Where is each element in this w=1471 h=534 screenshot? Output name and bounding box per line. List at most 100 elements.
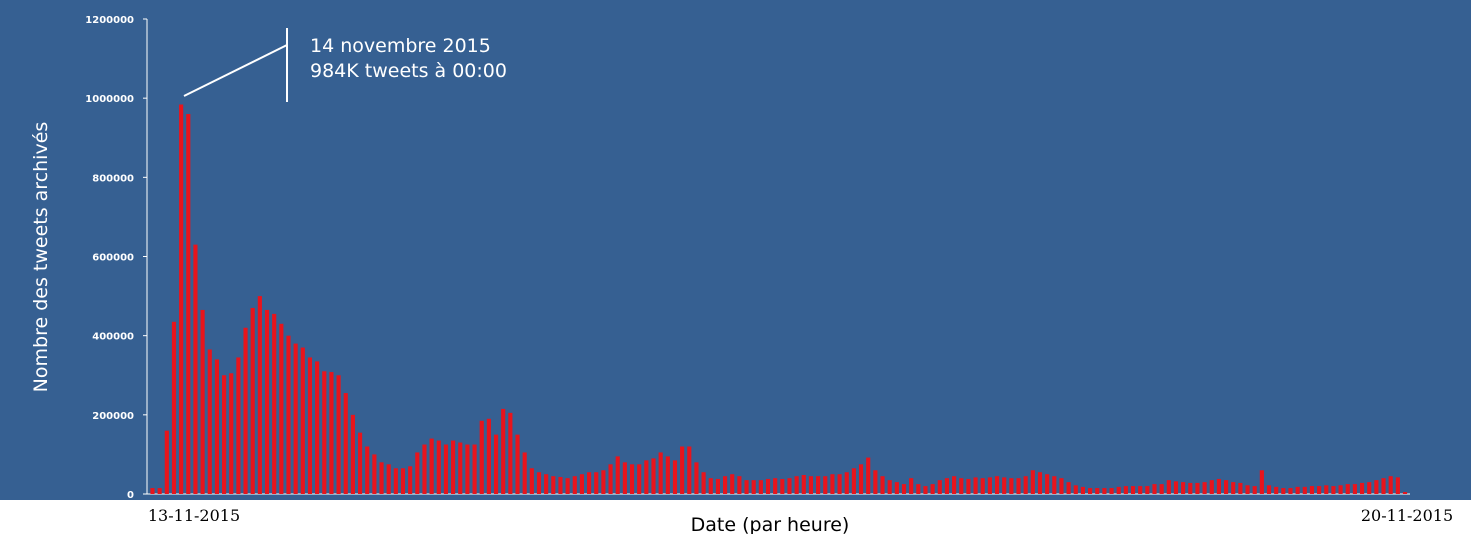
bar [207, 349, 212, 494]
x-tick-start-label: 13-11-2015 [148, 506, 240, 525]
bar [1059, 478, 1064, 494]
y-tick-label: 800000 [92, 173, 134, 184]
bar [422, 444, 427, 494]
bar [243, 327, 248, 494]
bar [579, 474, 584, 494]
bar [336, 375, 341, 494]
bar [272, 313, 277, 494]
bar [486, 418, 491, 494]
bar [1238, 482, 1243, 494]
bar [229, 373, 234, 494]
bar [751, 480, 756, 494]
bar [866, 457, 871, 494]
bar [765, 478, 771, 494]
bar [1202, 482, 1207, 495]
bar [723, 476, 728, 494]
bar [672, 460, 678, 494]
bar [1224, 480, 1229, 494]
bar [708, 478, 713, 494]
annotation-date: 14 novembre 2015 [310, 35, 491, 57]
bar [1073, 485, 1078, 494]
bar [1309, 486, 1315, 494]
bar [1274, 486, 1279, 495]
bar [587, 472, 592, 494]
x-axis-title: Date (par heure) [691, 514, 850, 534]
bar [901, 484, 907, 494]
bar [1116, 486, 1121, 495]
bar [687, 446, 692, 494]
bar [157, 488, 162, 494]
bar [773, 478, 778, 494]
bar [1030, 470, 1035, 494]
bar [515, 434, 520, 495]
bar [1109, 488, 1114, 494]
bar-series [150, 104, 1408, 495]
bar [873, 470, 878, 494]
bar [465, 444, 470, 494]
bar [980, 478, 985, 494]
y-tick-label: 600000 [92, 253, 134, 264]
bar [1338, 485, 1343, 494]
bar [408, 466, 413, 494]
bar [1080, 486, 1085, 495]
bar [1281, 488, 1286, 494]
bar [1009, 478, 1014, 494]
bar [1359, 482, 1365, 494]
bar [479, 420, 484, 494]
bar [1331, 486, 1336, 494]
bar [1088, 488, 1093, 494]
bar [529, 468, 534, 494]
bar [501, 408, 506, 494]
bar [365, 446, 370, 494]
bar [1159, 484, 1164, 494]
annotation-leader-line [183, 44, 288, 97]
bar [415, 452, 420, 494]
bar [973, 477, 978, 495]
bar [715, 478, 720, 494]
bar [436, 440, 441, 494]
bar [1381, 478, 1386, 494]
bar [737, 476, 742, 494]
bar [637, 464, 642, 494]
bar [658, 452, 663, 494]
bar [994, 476, 1000, 494]
bar [558, 476, 563, 494]
bar [1188, 482, 1193, 494]
bar [959, 478, 964, 494]
bar [651, 458, 656, 495]
bar [744, 480, 749, 494]
bar [250, 307, 255, 494]
bar [493, 434, 499, 495]
bar [222, 375, 227, 494]
bar [966, 478, 971, 494]
bar [186, 114, 191, 494]
bar [443, 444, 449, 494]
bar [429, 438, 434, 494]
bar [322, 371, 327, 494]
bar [1266, 485, 1272, 494]
bar [1388, 476, 1393, 494]
bar [923, 486, 928, 494]
bar [1216, 478, 1221, 494]
bar [1123, 486, 1128, 494]
bar [164, 430, 169, 494]
bar [1152, 484, 1157, 494]
bar [937, 480, 942, 494]
bar [1252, 486, 1257, 494]
bar [1023, 476, 1028, 494]
bar [1138, 486, 1143, 494]
bar [1374, 480, 1379, 494]
bar [200, 309, 205, 494]
bar [393, 468, 398, 494]
bar [357, 432, 363, 494]
bar [451, 440, 456, 494]
bar [264, 309, 270, 494]
bar [508, 412, 513, 494]
bar [801, 475, 806, 494]
bar [214, 359, 219, 494]
bar [472, 444, 477, 494]
bar [758, 480, 763, 494]
bar [307, 357, 313, 494]
bar [1302, 486, 1307, 495]
bar [680, 446, 685, 494]
